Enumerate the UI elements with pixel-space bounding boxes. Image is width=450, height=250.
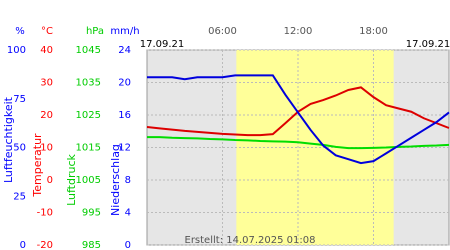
y-tick-label: 1035 xyxy=(76,78,101,89)
axis-unit: °C xyxy=(41,26,53,37)
y-tick-label: 25 xyxy=(13,191,26,202)
y-tick-label: 4 xyxy=(125,208,131,219)
axis-title: Luftfeuchtigkeit xyxy=(2,96,15,183)
date-right: 17.09.21 xyxy=(406,39,450,50)
axis-title: Temperatur xyxy=(31,133,44,198)
y-tick-label: 12 xyxy=(118,143,131,154)
y-tick-label: 0 xyxy=(47,175,53,186)
axis-unit: % xyxy=(15,26,25,37)
y-tick-label: 100 xyxy=(7,45,26,56)
y-tick-label: 1015 xyxy=(76,143,101,154)
y-tick-label: -10 xyxy=(37,208,53,219)
y-tick-label: 10 xyxy=(40,143,53,154)
y-tick-label: 50 xyxy=(13,143,26,154)
series-line xyxy=(147,74,450,165)
y-tick-label: -20 xyxy=(37,240,53,250)
y-tick-label: 1005 xyxy=(76,175,101,186)
footer: Erstellt: 14.07.2025 01:08 xyxy=(185,235,316,246)
x-tick-label: 12:00 xyxy=(284,26,313,37)
axis-unit: mm/h xyxy=(110,26,139,37)
y-tick-label: 24 xyxy=(118,45,131,56)
y-tick-label: 40 xyxy=(40,45,53,56)
series-line xyxy=(147,136,450,150)
y-tick-label: 0 xyxy=(125,240,131,250)
y-tick-label: 75 xyxy=(13,94,26,105)
y-tick-label: 30 xyxy=(40,78,53,89)
y-tick-label: 1045 xyxy=(76,45,101,56)
axis-title: Niederschlag xyxy=(109,144,122,216)
date-left: 17.09.21 xyxy=(140,39,185,50)
y-tick-label: 8 xyxy=(125,175,131,186)
axis-title: Luftdruck xyxy=(65,153,78,205)
y-tick-label: 1025 xyxy=(76,110,101,121)
y-tick-label: 985 xyxy=(82,240,101,250)
y-tick-label: 0 xyxy=(20,240,26,250)
y-tick-label: 995 xyxy=(82,208,101,219)
axis-unit: hPa xyxy=(86,26,104,37)
y-tick-label: 20 xyxy=(118,78,131,89)
y-tick-label: 20 xyxy=(40,110,53,121)
x-tick-label: 06:00 xyxy=(208,26,237,37)
y-tick-label: 16 xyxy=(118,110,131,121)
x-tick-label: 18:00 xyxy=(359,26,388,37)
